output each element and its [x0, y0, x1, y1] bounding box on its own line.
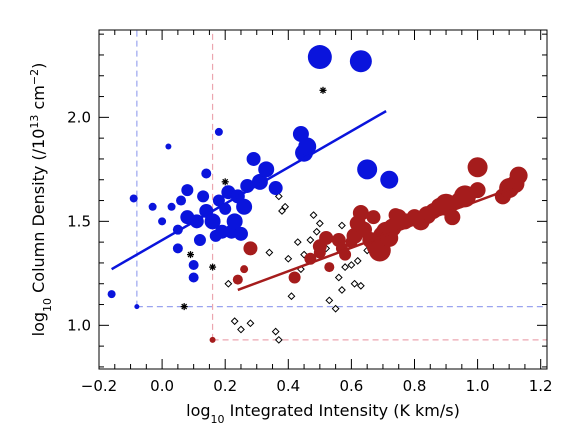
data-point — [188, 260, 199, 271]
y-tick-label: 2.0 — [67, 108, 91, 126]
x-tick-label: 0.6 — [339, 377, 363, 395]
data-point-diamond — [287, 292, 296, 301]
data-point-diamond — [353, 256, 362, 265]
data-point-diamond — [350, 279, 359, 288]
data-point — [307, 45, 332, 70]
x-tick-label: 0.4 — [276, 377, 300, 395]
data-point-asterisk — [180, 303, 188, 311]
data-point-diamond — [271, 327, 280, 336]
data-point-diamond — [278, 207, 286, 215]
data-point — [444, 209, 461, 226]
data-point-diamond — [325, 296, 334, 305]
threshold-lines — [136, 30, 547, 341]
data-point-diamond — [224, 279, 233, 288]
data-point-asterisk — [209, 263, 217, 271]
data-point-diamond — [356, 281, 365, 290]
y-tick-label: 1.5 — [67, 212, 91, 230]
fit-line — [237, 186, 513, 292]
data-point-diamond — [341, 263, 349, 271]
x-tick-label: 1.0 — [466, 377, 490, 395]
data-point — [181, 184, 194, 197]
data-point — [176, 195, 187, 206]
data-point — [349, 50, 372, 73]
data-point-diamond — [237, 325, 245, 334]
data-point — [366, 210, 381, 225]
x-tick-label: 1.2 — [529, 377, 553, 395]
data-point — [469, 182, 486, 199]
data-point-asterisk — [186, 251, 194, 259]
data-point — [246, 151, 261, 166]
data-point — [148, 202, 157, 211]
data-point — [193, 234, 206, 247]
data-point-diamond — [347, 261, 356, 269]
data-point — [226, 213, 243, 230]
data-point — [268, 181, 283, 196]
data-point-diamond — [306, 236, 315, 244]
data-point-diamond — [338, 221, 346, 230]
data-point-diamond — [315, 219, 324, 228]
x-tick-label: 0.0 — [150, 377, 174, 395]
data-point-diamond — [309, 211, 318, 220]
data-point — [188, 272, 199, 283]
data-point — [467, 157, 488, 178]
data-point-diamond — [331, 304, 340, 313]
data-point — [167, 202, 176, 211]
data-point-asterisk — [221, 178, 229, 186]
data-point-diamond — [284, 254, 293, 263]
data-point — [380, 170, 399, 189]
data-point — [288, 271, 301, 284]
data-point — [204, 213, 221, 230]
data-point — [209, 336, 216, 343]
data-point — [107, 290, 116, 299]
x-tick-label: −0.2 — [81, 377, 117, 395]
data-point — [212, 194, 225, 207]
data-point — [319, 230, 334, 245]
data-point — [201, 168, 212, 179]
data-point — [243, 241, 258, 256]
data-point — [165, 143, 172, 150]
x-axis-label: log10 Integrated Intensity (K km/s) — [186, 401, 460, 426]
data-point-asterisk — [319, 86, 327, 94]
data-point-diamond — [281, 202, 290, 211]
data-point — [232, 274, 243, 285]
axis-ticks: −0.2 0.0 0.2 0.4 0.6 0.8 1.0 1.2 1.0 1.5 2.0 — [67, 30, 553, 395]
data-point-diamond — [274, 192, 283, 201]
data-point — [233, 226, 248, 241]
data-point — [172, 243, 183, 254]
data-point — [509, 166, 528, 185]
fit-lines — [110, 110, 513, 292]
data-point-diamond — [334, 273, 343, 282]
data-point — [236, 198, 253, 215]
x-tick-label: 0.8 — [403, 377, 427, 395]
data-point — [129, 194, 138, 203]
data-point — [298, 137, 317, 156]
data-point-diamond — [265, 248, 274, 257]
data-point — [240, 265, 249, 274]
data-points — [107, 45, 528, 344]
y-tick-label: 1.0 — [67, 316, 91, 334]
plot-frame — [98, 29, 548, 370]
data-point — [324, 262, 335, 273]
data-point-diamond — [338, 286, 346, 294]
data-point — [352, 205, 369, 222]
data-point-diamond — [274, 335, 283, 344]
data-point-diamond — [230, 317, 239, 326]
data-point-diamond — [246, 319, 255, 328]
x-tick-label: 0.2 — [213, 377, 237, 395]
data-point-diamond — [312, 227, 321, 236]
y-axis-label: log10 Column Density (/1013 cm−2) — [28, 63, 54, 337]
data-point — [357, 159, 378, 180]
fit-line — [110, 110, 387, 271]
data-point-diamond — [293, 238, 302, 247]
data-point — [134, 304, 140, 310]
data-point — [197, 190, 210, 203]
data-point — [158, 217, 167, 226]
data-point — [214, 127, 223, 136]
data-point — [258, 161, 275, 178]
